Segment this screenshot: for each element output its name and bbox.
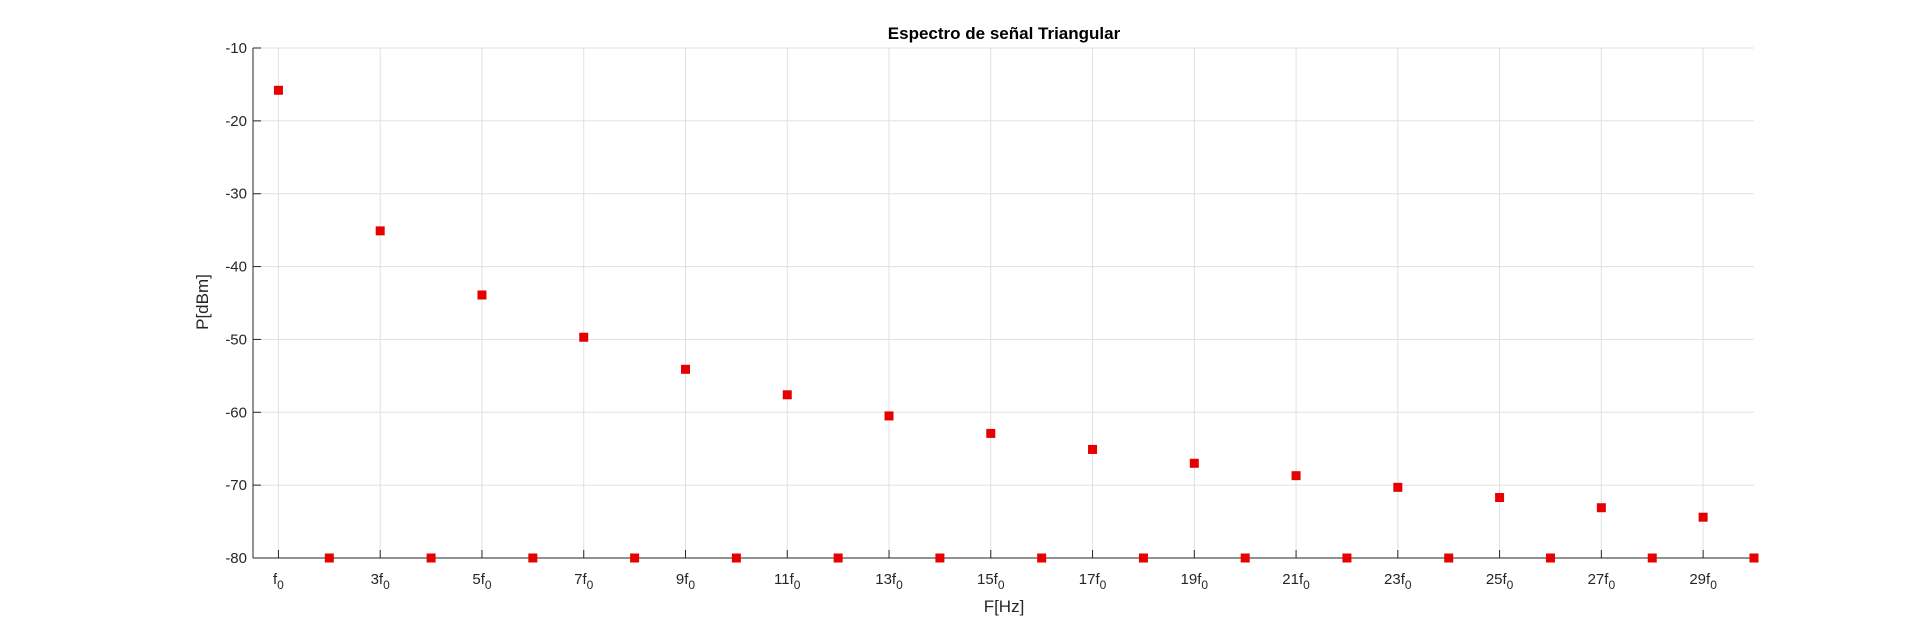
x-tick-label: 9f0 [676,571,696,592]
x-tick-label: 7f0 [574,571,594,592]
data-point [1596,503,1606,513]
data-point [1342,553,1352,563]
data-point [1393,482,1403,492]
y-tick-label: -10 [225,40,247,57]
x-tick-label: 13f0 [875,571,903,592]
y-tick-label: -70 [225,477,247,494]
data-point [579,332,589,342]
data-point [986,428,996,438]
data-point [1291,471,1301,481]
data-point [884,411,894,421]
x-tick-label: 11f0 [774,571,801,592]
data-point [1647,553,1657,563]
data-point [1495,493,1505,503]
data-point [731,553,741,563]
data-point [324,553,334,563]
data-point [1138,553,1148,563]
data-point [630,553,640,563]
data-point [1698,512,1708,522]
y-tick-label: -50 [225,331,247,348]
data-point [1189,458,1199,468]
x-tick-label: 15f0 [977,571,1005,592]
data-point [680,364,690,374]
data-point [426,553,436,563]
data-point [935,553,945,563]
y-tick-label: -40 [225,259,247,276]
axes [252,47,1754,559]
x-axis-label: F[Hz] [984,597,1025,616]
chart-title: Espectro de señal Triangular [888,24,1121,43]
x-tick-label: 19f0 [1181,571,1209,592]
data-points [273,85,1759,563]
data-point [1088,444,1098,454]
data-point [1037,553,1047,563]
grid [253,47,1754,559]
x-tick-label: 21f0 [1282,571,1310,592]
data-point [782,390,792,400]
x-tick-label: 27f0 [1588,571,1616,592]
x-tick-label: 23f0 [1384,571,1412,592]
data-point [273,85,283,95]
data-point [375,226,385,236]
x-tick-label: 25f0 [1486,571,1514,592]
data-point [477,290,487,300]
x-tick-label: 29f0 [1689,571,1717,592]
y-tick-label: -80 [225,550,247,567]
x-tick-label: 5f0 [472,571,492,592]
x-tick-label: 3f0 [371,571,391,592]
data-point [1444,553,1454,563]
y-tick-label: -20 [225,113,247,130]
data-point [1240,553,1250,563]
data-point [528,553,538,563]
tick-labels: -10 -20 -30 -40 -50 -60 -70 -80 f0 3f0 5f0 7f0 9f0 11… [225,40,1717,592]
y-axis-label: P[dBm] [193,274,212,330]
x-tick-label: 17f0 [1079,571,1107,592]
data-point [833,553,843,563]
y-tick-label: -60 [225,404,247,421]
data-point [1545,553,1555,563]
x-tick-label: f0 [273,571,284,592]
y-tick-label: -30 [225,186,247,203]
data-point [1749,553,1759,563]
